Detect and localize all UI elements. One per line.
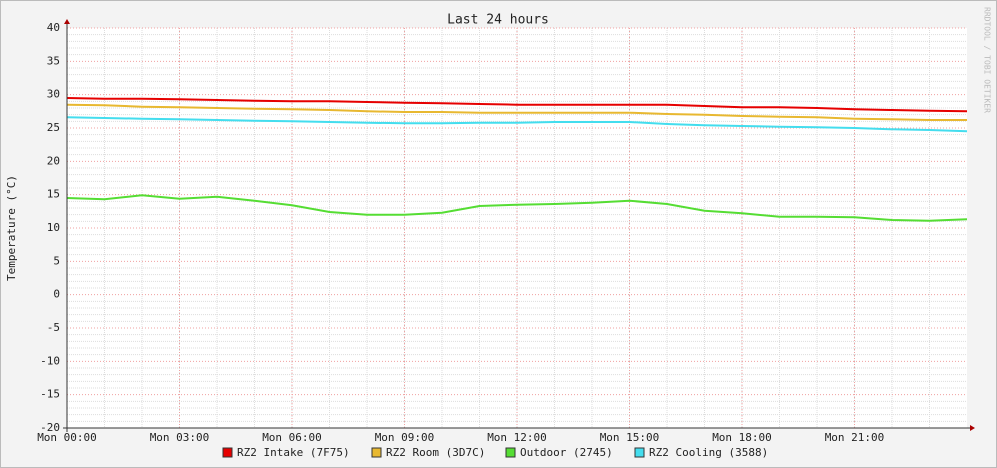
y-tick-label: 25 [47, 121, 60, 134]
x-tick-label: Mon 18:00 [712, 431, 772, 444]
y-tick-label: -20 [40, 421, 60, 434]
y-tick-label: 15 [47, 188, 60, 201]
series-line [66, 116, 968, 133]
y-tick-label: 0 [53, 288, 60, 301]
legend-swatch [222, 447, 233, 458]
series-line [66, 194, 968, 222]
y-tick-label: 30 [47, 88, 60, 101]
x-tick-label: Mon 12:00 [487, 431, 547, 444]
y-tick-label: 20 [47, 154, 60, 167]
watermark: RRDTOOL / TOBI OETIKER [983, 7, 992, 113]
legend-label: Outdoor (2745) [520, 446, 613, 459]
x-arrow [970, 425, 975, 431]
y-tick-label: -15 [40, 388, 60, 401]
y-tick-label: 10 [47, 221, 60, 234]
y-tick-label: 35 [47, 54, 60, 67]
legend-label: RZ2 Cooling (3588) [649, 446, 768, 459]
y-tick-label: -5 [47, 321, 60, 334]
x-tick-label: Mon 03:00 [150, 431, 210, 444]
y-tick-label: -10 [40, 354, 60, 367]
y-tick-label: 40 [47, 21, 60, 34]
legend-label: RZ2 Intake (7F75) [237, 446, 350, 459]
x-tick-label: Mon 00:00 [37, 431, 97, 444]
legend-swatch [505, 447, 516, 458]
legend-label: RZ2 Room (3D7C) [386, 446, 485, 459]
legend-swatch [371, 447, 382, 458]
legend-swatch [634, 447, 645, 458]
x-tick-label: Mon 21:00 [825, 431, 885, 444]
series-line [66, 97, 968, 113]
x-tick-label: Mon 09:00 [375, 431, 435, 444]
y-axis-label: Temperature (°C) [5, 175, 18, 281]
series-line [66, 103, 967, 121]
x-tick-label: Mon 15:00 [600, 431, 660, 444]
y-tick-label: 5 [53, 254, 60, 267]
chart-title: Last 24 hours [447, 13, 549, 28]
y-arrow [64, 19, 70, 24]
x-tick-label: Mon 06:00 [262, 431, 322, 444]
